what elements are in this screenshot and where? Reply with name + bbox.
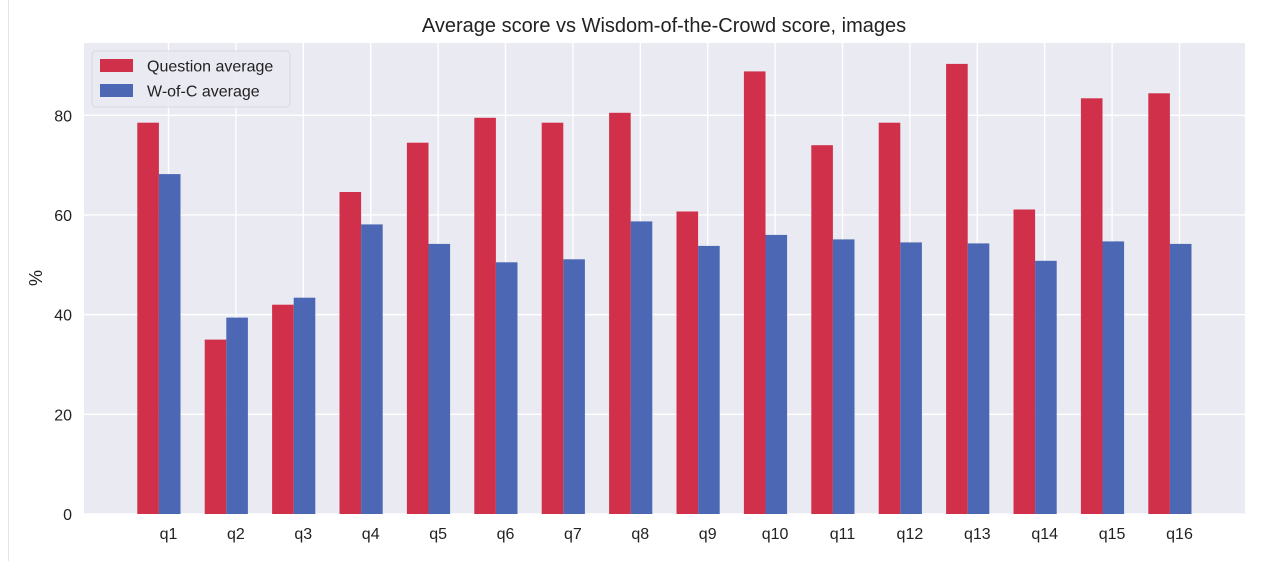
x-tick-label: q10 <box>762 526 789 543</box>
x-tick-labels: q1 q2 q3 q4 q5 q6 q7 q8 q9 q10 q11 q12 q13 q14 q15 q16 <box>160 526 1193 543</box>
x-tick-label: q16 <box>1166 526 1193 543</box>
bar-question-average-q4 <box>339 192 362 514</box>
legend-label-question-average: Question average <box>147 59 273 76</box>
legend-box <box>91 50 291 108</box>
x-tick-label: q1 <box>160 526 178 543</box>
bar-w-of-c-average-q9 <box>698 245 720 514</box>
bar-question-average-q12 <box>878 122 901 514</box>
bar-question-average-q3 <box>272 304 294 514</box>
bar-question-average-q9 <box>676 211 699 514</box>
x-tick-label: q2 <box>227 526 245 543</box>
bar-w-of-c-average-q8 <box>630 221 653 514</box>
bars <box>137 63 1192 515</box>
x-tick-label: q9 <box>699 526 717 543</box>
bar-w-of-c-average-q5 <box>428 243 451 514</box>
bar-w-of-c-average-q10 <box>765 234 788 514</box>
legend-swatch-question-average <box>100 59 133 72</box>
x-tick-label: q8 <box>631 526 649 543</box>
left-divider <box>8 0 9 561</box>
legend-label-w-of-c-average: W-of-C average <box>147 84 260 101</box>
legend-swatch-w-of-c-average <box>100 84 133 97</box>
bar-w-of-c-average-q7 <box>563 259 585 514</box>
x-tick-label: q12 <box>897 526 924 543</box>
y-tick-label: 20 <box>54 407 72 424</box>
x-tick-label: q6 <box>497 526 515 543</box>
bar-w-of-c-average-q16 <box>1169 243 1192 514</box>
bar-question-average-q7 <box>541 122 564 514</box>
bar-w-of-c-average-q3 <box>293 297 316 514</box>
bar-question-average-q13 <box>946 63 968 515</box>
x-tick-label: q13 <box>964 526 991 543</box>
bar-w-of-c-average-q15 <box>1102 241 1125 514</box>
bar-question-average-q2 <box>204 339 227 514</box>
y-tick-label: 80 <box>54 108 72 125</box>
bar-w-of-c-average-q14 <box>1035 260 1057 514</box>
y-tick-labels: 0 20 40 60 80 <box>54 108 72 524</box>
bar-question-average-q11 <box>811 145 833 514</box>
y-tick-label: 40 <box>54 308 72 325</box>
bar-w-of-c-average-q4 <box>361 224 383 514</box>
x-tick-label: q15 <box>1099 526 1126 543</box>
x-tick-label: q14 <box>1031 526 1058 543</box>
bar-question-average-q1 <box>137 122 159 514</box>
bar-w-of-c-average-q1 <box>158 174 181 514</box>
x-tick-label: q3 <box>294 526 312 543</box>
x-tick-label: q4 <box>362 526 380 543</box>
bar-question-average-q5 <box>406 142 429 514</box>
x-tick-label: q11 <box>830 526 856 543</box>
bar-w-of-c-average-q13 <box>967 243 990 514</box>
chart-title: Average score vs Wisdom-of-the-Crowd sco… <box>422 15 906 37</box>
bar-w-of-c-average-q11 <box>832 239 855 514</box>
bar-question-average-q6 <box>474 117 496 515</box>
x-tick-label: q5 <box>429 526 447 543</box>
bar-question-average-q16 <box>1148 93 1170 515</box>
plot-area <box>84 43 1245 514</box>
bar-question-average-q8 <box>609 112 631 515</box>
bar-w-of-c-average-q12 <box>900 242 922 514</box>
bar-w-of-c-average-q2 <box>226 317 248 514</box>
x-tick-label: q7 <box>564 526 582 543</box>
y-axis-label: % <box>26 270 46 286</box>
y-tick-label: 0 <box>63 507 72 524</box>
bar-w-of-c-average-q6 <box>495 262 518 514</box>
y-tick-label: 60 <box>54 208 72 225</box>
bar-question-average-q10 <box>743 71 766 515</box>
bar-question-average-q15 <box>1080 98 1103 515</box>
legend: Question average W-of-C average <box>91 50 291 108</box>
bar-question-average-q14 <box>1013 209 1036 514</box>
